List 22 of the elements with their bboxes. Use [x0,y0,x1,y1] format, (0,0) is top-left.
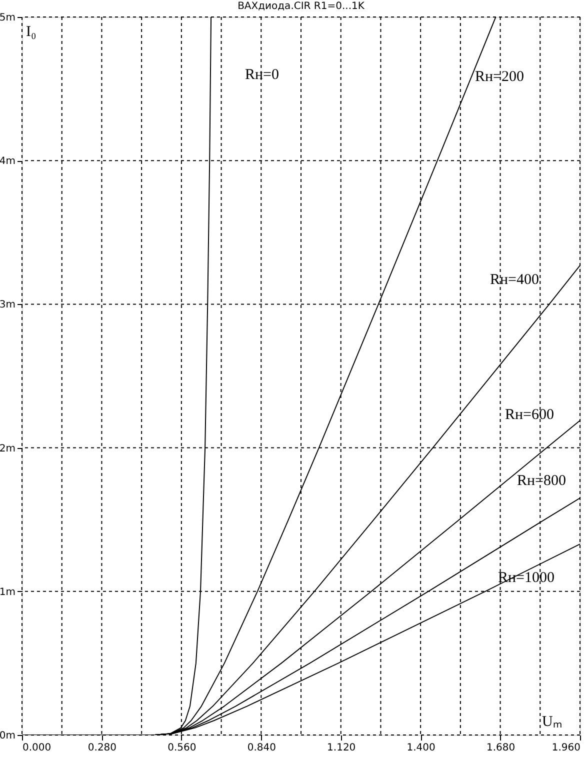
y-tick-label: 2m [0,443,16,454]
series-label: Rн=800 [517,473,566,489]
x-tick-label: 0.560 [168,742,196,754]
series-label: Rн=200 [475,69,524,85]
x-tick-label: 0.000 [22,742,52,754]
y-axis-title: I₀ [26,24,36,40]
chart-title: ВАХдиода.CIR R1=0...1K [238,1,365,12]
x-tick-label: 1.120 [327,742,356,754]
series-label: Rн=400 [490,272,539,288]
y-tick-label: 0m [0,730,16,742]
x-tick-label: 0.280 [88,742,117,754]
y-tick-label: 4m [0,156,16,168]
y-tick-label: 1m [0,586,16,598]
text: Rн=0 [245,67,279,83]
x-tick-label: 0.840 [247,742,276,754]
series-label: Rн=600 [505,407,554,423]
x-tick-label: 1.680 [486,742,516,754]
y-tick-label: 5m [0,12,16,24]
x-tick-label: 1.400 [406,742,436,754]
x-axis-title: Uₘ [542,714,562,730]
y-tick-label: 3m [0,300,16,311]
x-tick-label: 1.960 [552,742,580,754]
